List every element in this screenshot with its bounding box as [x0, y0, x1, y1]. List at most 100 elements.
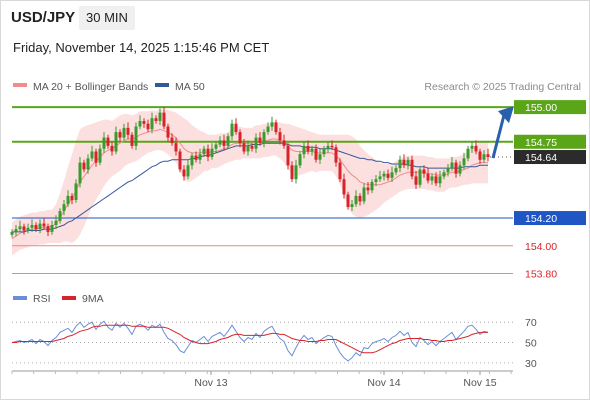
candle-body: [218, 140, 222, 145]
ma50-legend-label: MA 50: [175, 81, 205, 93]
candle: [406, 157, 410, 170]
level-label: 154.75: [525, 137, 557, 149]
candle: [366, 182, 370, 195]
candle: [422, 165, 426, 178]
candle-body: [78, 162, 82, 184]
candle: [450, 157, 454, 171]
candle: [62, 200, 66, 216]
candle: [190, 152, 194, 170]
candle-body: [394, 168, 398, 173]
candle: [294, 159, 298, 184]
candle-body: [482, 154, 486, 160]
candle-body: [270, 122, 274, 127]
candle: [374, 175, 378, 187]
candle-body: [62, 204, 66, 212]
candle: [218, 136, 222, 148]
candle: [386, 169, 390, 181]
candle-body: [262, 132, 266, 144]
candle: [438, 170, 442, 188]
candle: [442, 169, 446, 180]
candle-body: [306, 145, 310, 152]
candle-body: [462, 158, 466, 166]
candle: [466, 145, 470, 162]
candle: [194, 151, 198, 163]
candle: [10, 229, 14, 238]
rsi-ma-legend-label: 9MA: [82, 293, 104, 305]
candle-body: [350, 204, 354, 207]
candle-body: [90, 151, 94, 159]
candle-body: [150, 118, 154, 130]
candle-body: [466, 148, 470, 159]
candle: [474, 140, 478, 155]
candle: [206, 144, 210, 162]
candle: [130, 132, 134, 149]
level-tag-resistance: [514, 134, 586, 149]
candle-body: [58, 211, 62, 221]
candle: [238, 129, 242, 148]
candle-body: [330, 145, 334, 148]
candle: [78, 157, 82, 188]
candle-body: [226, 136, 230, 146]
candle: [110, 141, 114, 156]
candle-body: [362, 187, 366, 202]
candle: [98, 144, 102, 166]
candle: [142, 118, 146, 128]
candle: [398, 155, 402, 173]
current-price-label: 154.64: [525, 152, 557, 164]
datetime-label: Friday, November 14, 2025 1:15:46 PM CET: [13, 40, 270, 55]
candle-body: [30, 225, 34, 228]
candle-body: [234, 123, 238, 132]
candle: [186, 159, 190, 180]
candle: [362, 183, 366, 205]
candle: [70, 193, 74, 205]
candle-body: [402, 159, 406, 166]
candle: [198, 148, 202, 164]
candle-body: [178, 151, 182, 170]
forecast-arrow-shaft: [491, 114, 506, 159]
candle: [322, 145, 326, 157]
candle-body: [34, 225, 38, 230]
candle: [486, 148, 490, 162]
candle-body: [238, 132, 242, 144]
candle: [166, 123, 170, 142]
candle: [354, 190, 358, 207]
candle: [94, 148, 98, 167]
candle: [446, 164, 450, 177]
level-label: 153.80: [525, 269, 557, 281]
candle: [426, 168, 430, 184]
x-axis: Nov 13 Nov 14 Nov 15: [11, 370, 513, 389]
candle: [162, 107, 166, 130]
candle: [278, 127, 282, 145]
candle-body: [374, 179, 378, 182]
candle: [134, 122, 138, 151]
candle: [146, 119, 150, 133]
candle: [418, 166, 422, 188]
candle: [458, 161, 462, 177]
level-label: 155.00: [525, 102, 557, 114]
candle: [250, 143, 254, 152]
candle-body: [326, 145, 330, 149]
x-tick-label: Nov 13: [194, 377, 227, 389]
candle-body: [94, 151, 98, 163]
rsi-legend-label: RSI: [33, 293, 51, 305]
rsi-line: [11, 320, 489, 362]
candle-body: [162, 112, 166, 127]
candle-body: [50, 225, 54, 232]
ma20-legend-swatch: [13, 83, 27, 87]
candle: [210, 143, 214, 160]
candle: [394, 165, 398, 176]
candle: [214, 141, 218, 153]
candle: [274, 119, 278, 135]
candle: [42, 218, 46, 230]
candle-body: [478, 151, 482, 160]
x-tick-label: Nov 14: [367, 377, 400, 389]
symbol-title: USD/JPY: [11, 9, 76, 26]
candle: [326, 141, 330, 153]
candle-body: [158, 112, 162, 121]
timeframe-badge[interactable]: 30 MIN: [79, 6, 135, 30]
candle: [430, 173, 434, 185]
candle: [90, 145, 94, 162]
candle: [330, 140, 334, 151]
candle-body: [314, 148, 318, 160]
candle-body: [210, 148, 214, 157]
